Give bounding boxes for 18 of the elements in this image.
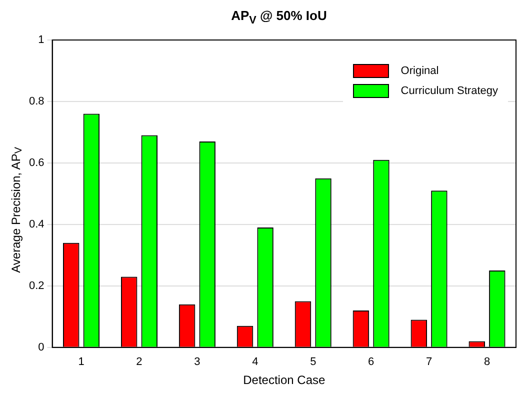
y-tick-label: 0.2 bbox=[28, 280, 44, 292]
x-tick-label: 4 bbox=[252, 356, 258, 368]
chart-title: AP$_{V}$ @ 50% IoU bbox=[230, 8, 328, 29]
legend-label: Original bbox=[400, 65, 439, 77]
x-tick-label: 2 bbox=[136, 356, 142, 368]
x-tick-label: 7 bbox=[426, 356, 432, 368]
x-tick-label: 1 bbox=[78, 356, 84, 368]
y-tick-label: 1 bbox=[38, 34, 44, 46]
x-tick-label: 6 bbox=[368, 356, 374, 368]
y-tick-label: 0 bbox=[38, 341, 44, 354]
x-tick-label: 8 bbox=[484, 356, 490, 368]
y-tick-label: 0.4 bbox=[28, 218, 44, 230]
y-tick-label: 0.6 bbox=[28, 156, 44, 169]
legend-label: Curriculum Strategy bbox=[400, 85, 498, 97]
y-tick-label: 0.8 bbox=[28, 96, 44, 108]
x-tick-label: 5 bbox=[310, 356, 316, 368]
x-axis-title: Detection Case bbox=[243, 373, 326, 388]
x-tick-label: 3 bbox=[194, 356, 200, 368]
